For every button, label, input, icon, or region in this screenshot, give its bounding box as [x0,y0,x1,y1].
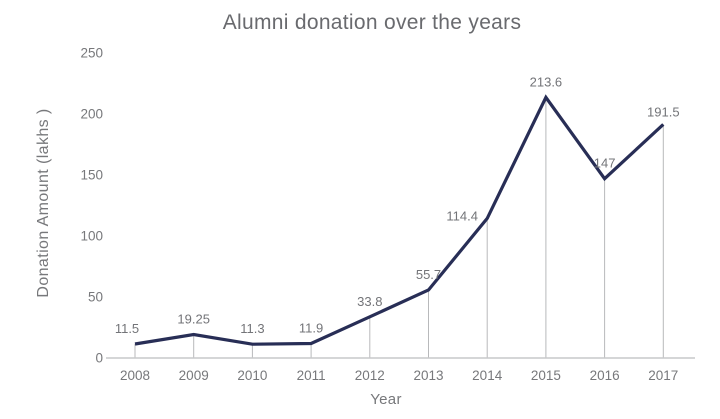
data-point-label: 55.7 [416,267,441,282]
data-point-label: 191.5 [647,104,680,119]
data-point-label: 33.8 [357,294,382,309]
data-point-label: 213.6 [530,74,563,89]
y-tick-label: 50 [88,290,103,305]
data-point-label: 11.3 [240,321,264,336]
y-tick-label: 0 [95,351,103,366]
x-axis-title: Year [370,391,402,408]
x-tick-label: 2011 [297,368,326,383]
x-tick-label: 2010 [237,368,267,383]
x-tick-label: 2012 [355,368,385,383]
data-point-label: 19.25 [177,312,210,327]
x-tick-label: 2014 [472,368,503,383]
donation-trend-line [134,94,665,346]
x-tick-label: 2008 [120,368,150,383]
y-tick-label: 250 [80,46,103,61]
data-point-label: 11.5 [115,321,139,336]
x-tick-label: 2013 [413,368,443,383]
x-tick-label: 2009 [179,368,209,383]
x-tick-label: 2017 [648,368,678,383]
data-point-label: 147 [594,156,616,171]
x-tick-label: 2016 [590,368,620,383]
y-tick-label: 200 [80,107,103,122]
chart-title: Alumni donation over the years [222,11,522,34]
x-tick-label: 2015 [531,368,561,383]
y-tick-label: 100 [80,229,103,244]
y-tick-label: 150 [80,168,103,183]
data-point-label: 114.4 [446,208,478,223]
data-point-label: 11.9 [299,321,323,336]
